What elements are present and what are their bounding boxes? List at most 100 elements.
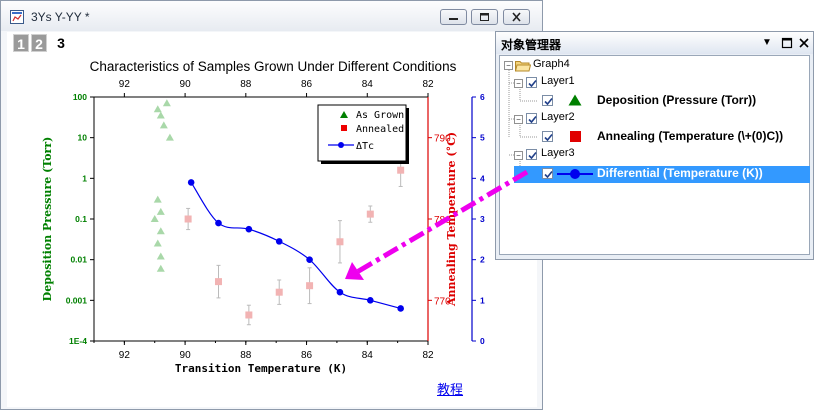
line-circle-plot-icon [557, 169, 593, 179]
layer3-collapse-toggle[interactable]: − [514, 151, 523, 160]
as-grown-point [156, 264, 165, 272]
layer2-collapse-toggle[interactable]: − [514, 115, 523, 124]
layer1-plot-checkbox[interactable] [542, 95, 553, 106]
annealed-point [306, 282, 314, 290]
tutorial-link[interactable]: 教程 [437, 382, 464, 397]
legend-annealed-label: Annealed [356, 124, 404, 135]
y-right2-tick-label: 6 [480, 92, 485, 102]
as-grown-point [150, 215, 159, 222]
chart: Characteristics of Samples Grown Under D… [41, 59, 485, 375]
layer2-plot-checkbox[interactable] [542, 131, 553, 142]
graph-window-titlebar[interactable]: 3Ys Y-YY * [1, 1, 542, 31]
y-left-tick-label: 10 [78, 133, 88, 143]
top-x-tick-label: 90 [180, 79, 192, 90]
object-manager-header[interactable]: 对象管理器 ▼ [496, 32, 813, 54]
panel-close-icon[interactable] [798, 37, 810, 49]
y-left-tick-label: 100 [73, 92, 87, 102]
triangle-plot-icon [568, 94, 582, 106]
y-right2-tick-label: 4 [480, 173, 485, 183]
delta-tc-line [190, 182, 401, 310]
chart-title: Characteristics of Samples Grown Under D… [90, 59, 457, 74]
close-icon [512, 12, 521, 22]
delta-tc-point [245, 225, 253, 233]
annealed-point [336, 238, 344, 246]
layer-tab-3[interactable]: 3 [53, 34, 69, 52]
restore-icon[interactable] [781, 37, 793, 49]
as-grown-point [162, 99, 171, 107]
y-left-tick-label: 0.001 [66, 295, 88, 305]
object-tree: − Graph4 − Layer1 Deposition (Pressure (… [499, 55, 810, 255]
maximize-icon [480, 13, 489, 21]
delta-tc-point [215, 219, 222, 227]
top-x-tick-label: 88 [240, 79, 252, 90]
as-grown-point [156, 227, 165, 235]
legend-as-grown-marker [340, 111, 348, 118]
minimize-button[interactable] [440, 9, 467, 25]
layer-tab-1[interactable]: 1 [13, 34, 29, 52]
x-tick-label: 88 [240, 350, 252, 361]
top-x-tick-label: 82 [422, 79, 434, 90]
as-grown-point [156, 252, 165, 260]
graph-window-title: 3Ys Y-YY * [31, 10, 90, 24]
tree-deposition-plot[interactable]: Deposition (Pressure (Torr)) [597, 93, 757, 107]
as-grown-point [153, 105, 162, 113]
tree-layer1-label[interactable]: Layer1 [541, 75, 575, 87]
object-manager-title: 对象管理器 [501, 38, 562, 52]
delta-tc-point [336, 288, 344, 296]
square-plot-icon [570, 131, 581, 142]
legend-delta-tc-label: ΔTc [356, 141, 374, 152]
annealed-point [366, 210, 374, 218]
tree-differential-plot[interactable]: Differential (Temperature (K)) [597, 166, 763, 180]
folder-icon [515, 61, 531, 72]
top-x-tick-label: 84 [362, 79, 374, 90]
annealed-point [397, 166, 405, 174]
annealed-point [214, 278, 222, 286]
legend-delta-tc-marker [338, 142, 344, 148]
y-left-axis-label: Deposition Pressure (Torr) [41, 137, 54, 302]
annealed-point [184, 215, 192, 223]
x-tick-label: 90 [180, 350, 192, 361]
y-right2-tick-label: 3 [480, 214, 485, 224]
as-grown-point [153, 239, 162, 247]
x-tick-label: 84 [362, 350, 374, 361]
tree-selected-row[interactable] [514, 166, 810, 183]
check-icon [528, 151, 537, 160]
check-icon [544, 97, 553, 106]
delta-tc-point [187, 179, 195, 186]
delta-tc-point [397, 305, 404, 312]
graph-page: Characteristics of Samples Grown Under D… [7, 32, 537, 407]
close-button[interactable] [503, 9, 530, 25]
layer-tab-2[interactable]: 2 [31, 34, 47, 52]
layer3-plot-checkbox[interactable] [542, 168, 553, 179]
y-right2-tick-label: 2 [480, 255, 485, 265]
as-grown-point [165, 133, 174, 141]
delta-tc-point [275, 238, 283, 245]
as-grown-point [156, 207, 165, 215]
x-tick-label: 86 [301, 350, 313, 361]
legend-annealed-marker [341, 125, 347, 131]
y-right2-tick-label: 5 [480, 133, 485, 143]
delta-tc-point [306, 256, 313, 263]
check-icon [528, 79, 537, 88]
y-right1-tick-label: 770 [434, 296, 451, 307]
layer1-collapse-toggle[interactable]: − [514, 79, 523, 88]
tree-graph-label[interactable]: Graph4 [533, 58, 570, 70]
y-left-tick-label: 0.1 [75, 214, 87, 224]
x-tick-label: 82 [422, 350, 434, 361]
annealed-point [275, 288, 283, 296]
delta-tc-point [367, 297, 374, 304]
layer3-checkbox[interactable] [526, 149, 537, 160]
as-grown-point [156, 111, 165, 119]
y-left-tick-label: 1 [82, 173, 87, 183]
maximize-button[interactable] [471, 9, 498, 25]
graph-collapse-toggle[interactable]: − [504, 61, 513, 70]
dropdown-arrow-icon[interactable]: ▼ [762, 37, 772, 48]
y-right2-tick-label: 1 [480, 295, 485, 305]
tree-annealing-plot[interactable]: Annealing (Temperature (\+(0)C)) [597, 129, 784, 143]
layer1-checkbox[interactable] [526, 77, 537, 88]
top-x-tick-label: 86 [301, 79, 313, 90]
tree-layer2-label[interactable]: Layer2 [541, 111, 575, 123]
object-manager-panel: 对象管理器 ▼ − Graph4 − Layer1 [495, 31, 814, 260]
tree-layer3-label[interactable]: Layer3 [541, 147, 575, 159]
layer2-checkbox[interactable] [526, 113, 537, 124]
